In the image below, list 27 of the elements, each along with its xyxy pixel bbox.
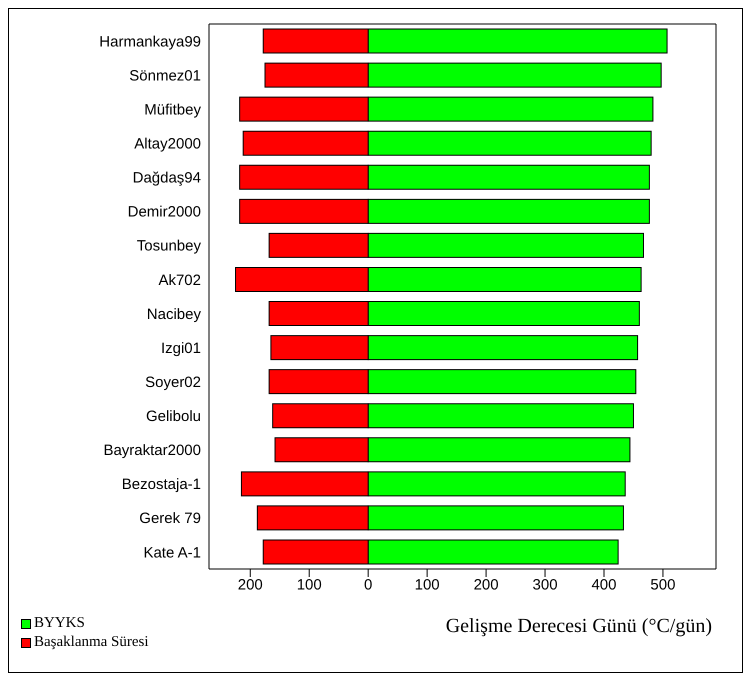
x-tick-label: 400 xyxy=(591,576,617,594)
x-tick-label: 300 xyxy=(532,576,558,594)
y-tick-label: Gelibolu xyxy=(146,408,201,426)
y-tick-label: Ak702 xyxy=(158,272,201,289)
x-axis-title: Gelişme Derecesi Günü (°C/gün) xyxy=(446,615,712,638)
y-tick-label: Nacibey xyxy=(146,306,202,323)
y-tick-label: Izgi01 xyxy=(160,340,201,357)
y-tick-label: Soyer02 xyxy=(145,374,201,391)
y-tick-label: Kate A-1 xyxy=(143,544,201,562)
y-tick-label: Bezostaja-1 xyxy=(122,476,201,494)
legend-label: Başaklanma Süresi xyxy=(34,634,149,651)
x-tick-label: 200 xyxy=(474,576,499,594)
x-tick-label: 100 xyxy=(414,576,440,594)
y-tick-label: Müfitbey xyxy=(144,101,202,118)
x-tick-label: 500 xyxy=(650,576,676,594)
y-tick-label: Bayraktar2000 xyxy=(103,442,201,460)
x-tick-label: 200 xyxy=(238,576,263,594)
y-tick-label: Dağdaş94 xyxy=(132,170,201,187)
y-tick-label: Tosunbey xyxy=(136,238,202,255)
x-tick-label: 100 xyxy=(296,576,322,594)
x-tick-label: 0 xyxy=(364,576,372,594)
y-tick-label: Harmankaya99 xyxy=(99,33,201,50)
y-tick-label: Sönmez01 xyxy=(129,67,201,84)
y-tick-label: Demir2000 xyxy=(128,204,201,221)
y-tick-label: Altay2000 xyxy=(134,136,201,153)
legend-label: BYYKS xyxy=(34,615,85,632)
y-tick-label: Gerek 79 xyxy=(139,510,201,528)
